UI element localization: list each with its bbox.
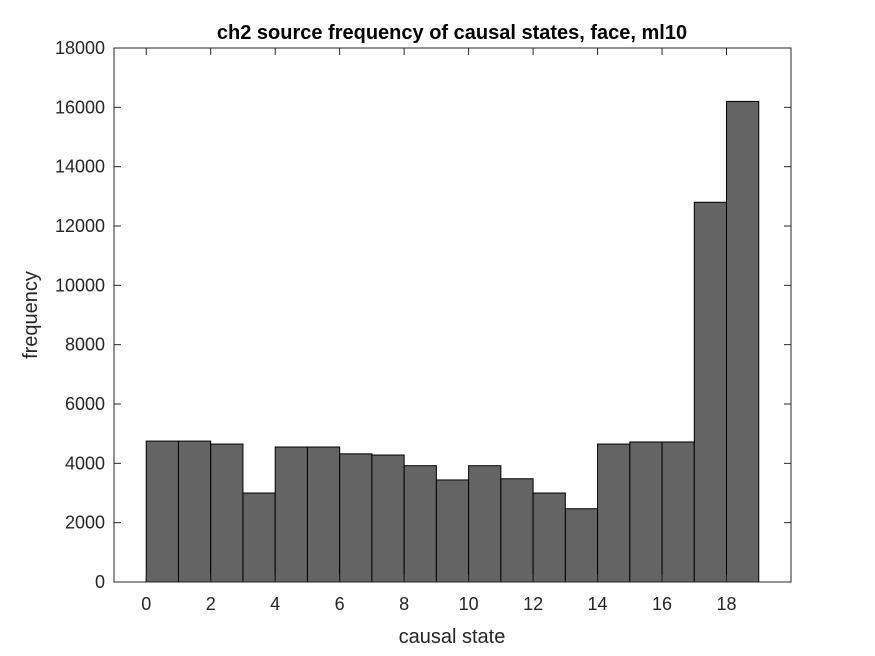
y-tick-label-2000: 2000 <box>65 513 105 533</box>
plot-border <box>113 47 792 583</box>
bar-6 <box>339 453 373 583</box>
bar-17 <box>693 201 728 583</box>
x-tick-label-18: 18 <box>717 594 737 614</box>
bars-group <box>145 100 760 583</box>
chart-title: ch2 source frequency of causal states, f… <box>217 22 687 44</box>
bar-3 <box>242 492 276 583</box>
y-axis-ticks: 0 2000 4000 6000 8000 10000 12000 14000 16000 180… <box>55 38 791 592</box>
bar-2 <box>210 443 244 583</box>
y-tick-label-18000: 18000 <box>55 38 105 58</box>
y-axis-label: frequency <box>20 271 42 359</box>
x-tick-label-10: 10 <box>459 594 479 614</box>
bar-0 <box>145 440 179 583</box>
x-tick-label-8: 8 <box>399 594 409 614</box>
x-tick-label-14: 14 <box>588 594 608 614</box>
x-axis-ticks: 0 2 4 6 8 10 12 14 16 18 <box>141 48 737 614</box>
bar-11 <box>500 478 534 583</box>
bar-15 <box>629 441 663 583</box>
bar-13 <box>564 508 599 583</box>
x-tick-label-12: 12 <box>523 594 543 614</box>
bar-4 <box>274 446 308 583</box>
x-tick-label-0: 0 <box>141 594 151 614</box>
x-tick-label-16: 16 <box>652 594 672 614</box>
bar-14 <box>597 443 631 583</box>
bar-12 <box>532 492 566 583</box>
bar-7 <box>371 454 405 583</box>
y-tick-label-10000: 10000 <box>55 275 105 295</box>
bar-5 <box>306 446 341 583</box>
x-axis-label: causal state <box>399 626 506 648</box>
y-tick-label-4000: 4000 <box>65 453 105 473</box>
y-tick-label-8000: 8000 <box>65 335 105 355</box>
bar-8 <box>403 465 437 583</box>
x-tick-label-2: 2 <box>206 594 216 614</box>
bar-10 <box>468 465 502 583</box>
y-tick-label-6000: 6000 <box>65 394 105 414</box>
y-tick-label-14000: 14000 <box>55 157 105 177</box>
bar-1 <box>177 440 212 583</box>
y-tick-label-0: 0 <box>95 572 105 592</box>
bar-9 <box>435 479 470 583</box>
x-tick-label-4: 4 <box>270 594 280 614</box>
bar-18 <box>726 100 760 583</box>
x-tick-label-6: 6 <box>335 594 345 614</box>
bar-16 <box>661 441 695 583</box>
y-tick-label-12000: 12000 <box>55 216 105 236</box>
y-tick-label-16000: 16000 <box>55 97 105 117</box>
